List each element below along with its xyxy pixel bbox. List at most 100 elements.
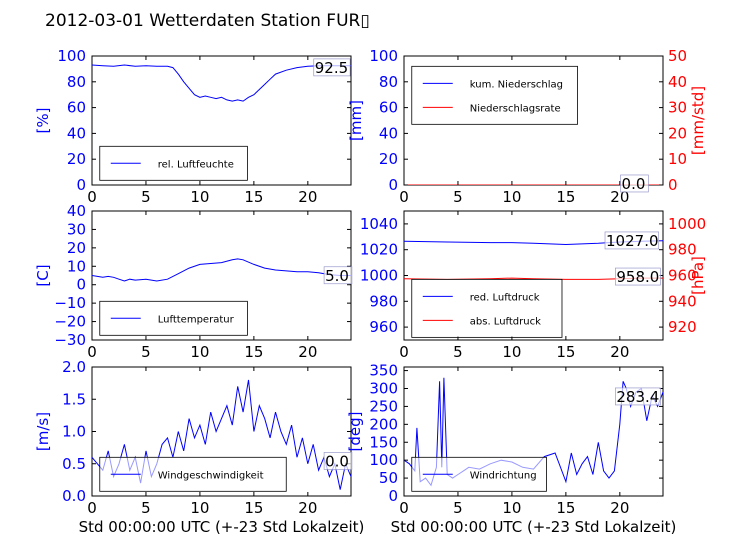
humidity-legend-box	[99, 145, 248, 181]
pressure-ylabel-right: [hPa]	[689, 256, 707, 295]
humidity-ytick-label: 40	[67, 124, 86, 142]
winddir-ytick-label: 100	[369, 451, 398, 469]
winddir-ytick-label: 0	[388, 487, 398, 505]
pressure-xtick-label: 10	[502, 343, 521, 361]
precip-ytick-right-label: 40	[668, 73, 687, 91]
precip-annotation: 0.0	[622, 175, 646, 193]
temperature-xtick-label: 15	[244, 343, 263, 361]
winddir-xtick-label: 15	[556, 499, 575, 517]
winddir-ytick-label: 250	[369, 397, 398, 415]
pressure-annotation-box	[604, 231, 659, 250]
precip-xtick-label: 0	[399, 188, 409, 206]
temperature-xtick-label: 20	[298, 343, 317, 361]
precip-ytick-right-label: 30	[668, 99, 687, 117]
humidity-legend-entry: rel. Luftfeuchte	[158, 159, 234, 170]
precip-legend-entry: kum. Niederschlag	[470, 79, 563, 90]
winddir-xtick-label: 10	[502, 499, 521, 517]
wind-xtick-label: 5	[141, 499, 151, 517]
pressure-xtick-label: 20	[610, 343, 629, 361]
wind-xlabel: Std 00:00:00 UTC (+-23 Std Lokalzeit)	[79, 518, 365, 536]
pressure-annotation: 958.0	[616, 268, 659, 286]
precip-ytick-label: 100	[369, 47, 398, 65]
winddir-legend-entry: Windrichtung	[470, 470, 537, 481]
pressure-xtick-label: 15	[556, 343, 575, 361]
pressure-ytick-right-label: 1000	[668, 215, 706, 233]
chart-precip: 0 5 10 15 20 0 20 40 60 80 100 0 10 20 30 40 50 [mm/std] […	[347, 47, 707, 206]
temperature-annotation-box	[323, 266, 353, 285]
precip-ylabel-right: [mm/std]	[689, 86, 707, 155]
wind-legend-box	[99, 456, 287, 492]
humidity-ytick-label: 80	[67, 73, 86, 91]
wind-legend: Windgeschwindigkeit	[99, 456, 287, 492]
precip-legend-box	[411, 65, 578, 125]
winddir-xtick-label: 20	[610, 499, 629, 517]
pressure-legend-entry: abs. Luftdruck	[470, 316, 541, 327]
pressure-xtick-label: 5	[453, 343, 463, 361]
pressure-annotation-box	[615, 267, 661, 286]
wind-ytick-label: 0.0	[62, 487, 86, 505]
chart-humidity: 0 5 10 15 20 0 20 40 60 80 100 [%] rel. Luftfeuchte 9…	[34, 47, 352, 206]
winddir-ytick-label: 300	[369, 380, 398, 398]
humidity-ytick-label: 60	[67, 99, 86, 117]
winddir-ylabel: [deg]	[346, 412, 364, 452]
humidity-legend: rel. Luftfeuchte	[99, 145, 248, 181]
temperature-ytick-label: 20	[67, 239, 86, 257]
precip-ytick-right-label: 0	[668, 176, 678, 194]
winddir-ytick-label: 350	[369, 362, 398, 380]
winddir-xtick-label: 5	[453, 499, 463, 517]
temperature-ytick-label: −30	[54, 331, 86, 349]
chart-wind: 0 5 10 15 20 0.0 0.5 1.0 1.5 2.0 [m/s] Std 00:00:00…	[34, 358, 364, 536]
chart-temperature: 0 5 10 15 20−30−20−10010203040[C]Lufttempera…	[34, 202, 353, 361]
temperature-series-0	[92, 258, 351, 282]
humidity-series-0	[92, 64, 351, 102]
pressure-ytick-label: 1040	[360, 215, 398, 233]
winddir-legend: Windrichtung	[411, 456, 547, 492]
pressure-ytick-right-label: 920	[668, 318, 697, 336]
humidity-annotation: 92.5	[315, 59, 348, 77]
wind-ylabel: [m/s]	[34, 412, 52, 451]
wind-xtick-label: 20	[298, 499, 317, 517]
winddir-annotation: 283.4	[616, 388, 659, 406]
temperature-xtick-label: 10	[190, 343, 209, 361]
temperature-xtick-label: 0	[87, 343, 97, 361]
wind-xtick-label: 15	[244, 499, 263, 517]
pressure-ytick-label: 1020	[360, 241, 398, 259]
wind-xtick-label: 10	[190, 499, 209, 517]
temperature-ytick-label: 30	[67, 220, 86, 238]
wind-ytick-label: 2.0	[62, 358, 86, 376]
precip-ytick-label: 0	[388, 176, 398, 194]
pressure-xtick-label: 0	[399, 343, 409, 361]
temperature-xtick-label: 5	[141, 343, 151, 361]
temperature-legend: Lufttemperatur	[99, 300, 248, 336]
figure-title: 2012-03-01 Wetterdaten Station FUR▯	[45, 11, 370, 31]
wind-annotation: 0.0	[325, 452, 349, 470]
humidity-annotation-box	[313, 58, 351, 77]
humidity-xtick-label: 0	[87, 188, 97, 206]
temperature-ytick-label: 40	[67, 202, 86, 220]
chart-pressure: 0 5 10 15 20 960 980 1000 1020 1040 920 940 960 980 10…	[360, 210, 707, 361]
precip-legend-entry: Niederschlagsrate	[470, 103, 561, 114]
precip-ytick-right-label: 50	[668, 47, 687, 65]
precip-ytick-right-label: 20	[668, 124, 687, 142]
temperature-ytick-label: −10	[54, 294, 86, 312]
pressure-ytick-label: 960	[369, 318, 398, 336]
humidity-ytick-label: 0	[76, 176, 86, 194]
temperature-legend-entry: Lufttemperatur	[158, 314, 235, 325]
humidity-ytick-label: 20	[67, 150, 86, 168]
wind-legend-entry: Windgeschwindigkeit	[158, 470, 264, 481]
temperature-ytick-label: 0	[76, 276, 86, 294]
pressure-legend-box	[411, 278, 563, 338]
precip-xtick-label: 5	[453, 188, 463, 206]
wind-ytick-label: 1.0	[62, 423, 86, 441]
precip-ytick-label: 60	[379, 99, 398, 117]
wind-annotation-box	[323, 452, 353, 470]
winddir-ytick-label: 150	[369, 433, 398, 451]
pressure-ytick-label: 980	[369, 292, 398, 310]
temperature-ytick-label: −20	[54, 313, 86, 331]
winddir-ytick-label: 200	[369, 415, 398, 433]
precip-xtick-label: 20	[610, 188, 629, 206]
humidity-xtick-label: 15	[244, 188, 263, 206]
